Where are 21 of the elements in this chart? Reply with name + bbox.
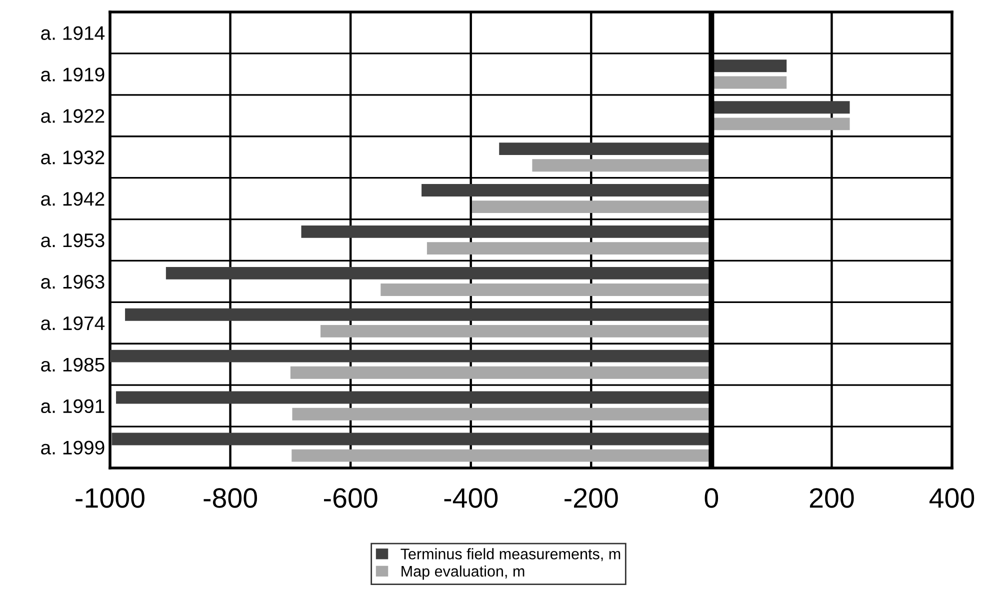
x-tick-label: -400 [444, 488, 498, 508]
x-tick-label: -200 [564, 488, 618, 508]
y-tick-label: a. 1974 [41, 316, 105, 330]
x-tick-label: -800 [204, 488, 257, 508]
legend-label: Map evaluation, m [402, 565, 524, 580]
y-tick-label: a. 1922 [41, 109, 104, 123]
y-tick-label: a. 1942 [41, 192, 104, 206]
y-tick-label: a. 1932 [41, 150, 104, 164]
y-tick-label: a. 1991 [41, 399, 104, 414]
legend-label: Terminus field measurements, m [400, 548, 620, 562]
x-tick-label: 400 [929, 488, 974, 508]
y-tick-label: a. 1919 [41, 68, 104, 82]
x-tick-label: -600 [324, 488, 378, 508]
x-tick-label: -1000 [76, 488, 144, 508]
y-tick-label: a. 1985 [41, 358, 104, 372]
y-tick-label: a. 1963 [41, 274, 104, 289]
y-tick-label: a. 1914 [41, 26, 105, 40]
x-tick-label: 0 [704, 488, 718, 508]
y-tick-label: a. 1953 [41, 233, 104, 248]
x-tick-label: 200 [810, 488, 854, 508]
y-tick-label: a. 1999 [41, 440, 104, 455]
